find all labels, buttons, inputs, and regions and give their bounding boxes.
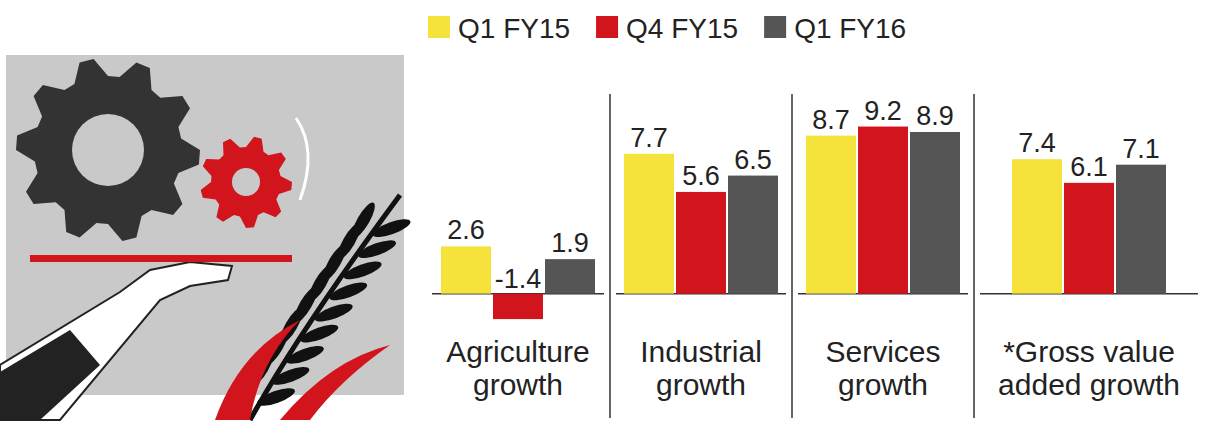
gear-hole — [232, 168, 260, 196]
gear — [16, 59, 200, 241]
legend-swatch — [428, 16, 450, 38]
wheat-leaf — [255, 385, 297, 410]
red-leaf — [280, 345, 390, 420]
wheat-leaf — [371, 216, 413, 241]
bar — [1012, 159, 1062, 293]
legend-swatch — [764, 16, 786, 38]
legend-label: Q4 FY15 — [626, 13, 738, 44]
motion-line — [296, 118, 308, 200]
data-label: -1.4 — [495, 264, 542, 294]
bar — [676, 192, 726, 294]
category-labels: Agriculturegrowth Industrialgrowth Service… — [446, 335, 1180, 401]
wheat-leaf — [298, 321, 340, 346]
wheat-leaf — [327, 279, 369, 304]
bar — [858, 127, 908, 294]
data-labels: 2.6 -1.4 1.9 7.7 5.6 6.5 8.7 9.2 8.9 7.4 6.1 7.1 — [447, 96, 1160, 294]
legend: Q1 FY15 Q4 FY15 Q1 FY16 — [428, 13, 906, 44]
gear-hole — [72, 114, 144, 186]
category-label: Agriculturegrowth — [446, 335, 589, 401]
chart: Q1 FY15 Q4 FY15 Q1 FY16 2.6 -1.4 1.9 7.7 5.6 6.5… — [0, 0, 1207, 423]
bar — [910, 132, 960, 294]
wheat-leaf — [270, 363, 312, 388]
data-label: 7.7 — [630, 123, 668, 153]
category-label: Industrialgrowth — [640, 335, 762, 401]
bar — [1116, 165, 1166, 294]
panel-separator — [791, 94, 793, 418]
panel-separator — [609, 94, 611, 418]
data-label: 5.6 — [682, 161, 720, 191]
gear — [201, 137, 292, 228]
data-label: 1.9 — [551, 228, 589, 258]
legend-swatch — [596, 16, 618, 38]
wheat-leaf — [342, 258, 384, 283]
bar — [1064, 183, 1114, 294]
illustration — [0, 55, 412, 420]
sleeve — [0, 330, 100, 420]
tray — [30, 255, 292, 262]
red-leaf — [215, 320, 300, 420]
wheat-leaf — [356, 237, 398, 262]
data-label: 7.4 — [1018, 128, 1056, 158]
bar — [545, 259, 595, 294]
data-label: 8.7 — [812, 105, 850, 135]
legend-label: Q1 FY15 — [458, 13, 570, 44]
bar — [624, 154, 674, 294]
bar — [493, 294, 543, 319]
hand — [0, 262, 232, 420]
bar — [728, 176, 778, 294]
data-label: 6.5 — [734, 145, 772, 175]
panel-separator — [973, 94, 975, 418]
category-label: Servicesgrowth — [825, 335, 940, 401]
wheat-leaf — [313, 300, 355, 325]
wheat-leaf — [284, 342, 326, 367]
legend-label: Q1 FY16 — [794, 13, 906, 44]
data-label: 9.2 — [864, 96, 902, 126]
bar — [806, 136, 856, 294]
data-label: 8.9 — [916, 101, 954, 131]
bar — [441, 246, 491, 293]
data-label: 2.6 — [447, 215, 485, 245]
data-label: 7.1 — [1122, 134, 1160, 164]
data-label: 6.1 — [1070, 152, 1108, 182]
category-label: *Gross valueadded growth — [998, 335, 1180, 401]
